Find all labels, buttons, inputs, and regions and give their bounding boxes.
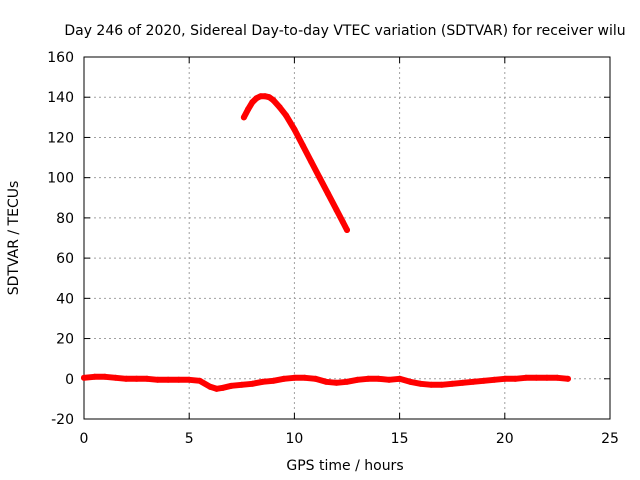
data-point-baseline: [480, 377, 487, 384]
data-point-baseline: [91, 373, 98, 380]
data-point-baseline: [270, 377, 277, 384]
data-point-baseline: [249, 380, 256, 387]
data-point-baseline: [554, 374, 561, 381]
data-point-baseline: [564, 375, 571, 382]
data-point-baseline: [470, 378, 477, 385]
x-axis-label: GPS time / hours: [286, 458, 403, 474]
data-point-baseline: [428, 381, 435, 388]
data-point-arc: [291, 126, 298, 133]
y-tick-label: 80: [56, 211, 74, 227]
x-tick-label: 15: [391, 431, 409, 447]
data-point-baseline: [291, 374, 298, 381]
data-point-baseline: [123, 375, 130, 382]
data-point-baseline: [154, 376, 161, 383]
y-tick-label: 40: [56, 291, 74, 307]
x-tick-label: 25: [601, 431, 619, 447]
data-point-arc: [339, 218, 346, 225]
data-point-arc: [344, 226, 350, 233]
data-point-baseline: [112, 374, 119, 381]
data-point-baseline: [365, 375, 372, 382]
data-point-arc: [257, 93, 264, 100]
series-line-arc: [240, 93, 350, 233]
y-tick-label: 140: [47, 90, 74, 106]
series: [81, 93, 571, 392]
data-point-baseline: [280, 375, 287, 382]
data-point-baseline: [491, 376, 498, 383]
grid: [84, 57, 610, 419]
data-point-baseline: [186, 376, 193, 383]
data-point-baseline: [165, 376, 172, 383]
data-point-arc: [299, 142, 306, 149]
data-point-arc: [276, 104, 283, 111]
data-point-baseline: [333, 379, 340, 386]
y-tick-label: 60: [56, 251, 74, 267]
y-tick-label: -20: [51, 412, 74, 428]
data-point-baseline: [438, 381, 445, 388]
data-point-baseline: [228, 382, 235, 389]
data-point-baseline: [522, 374, 529, 381]
y-axis-label: SDTVAR / TECUs: [6, 181, 22, 296]
data-point-baseline: [512, 375, 519, 382]
data-point-arc: [316, 174, 323, 181]
data-point-baseline: [375, 375, 382, 382]
x-tick-label: 20: [496, 431, 514, 447]
data-point-baseline: [102, 373, 109, 380]
data-point-baseline: [213, 385, 220, 392]
data-point-baseline: [417, 380, 424, 387]
x-tick-label: 5: [185, 431, 194, 447]
data-point-arc: [333, 206, 340, 213]
y-tick-label: 100: [47, 171, 74, 187]
data-point-arc: [308, 158, 315, 165]
data-point-arc: [266, 94, 273, 101]
data-point-baseline: [175, 376, 182, 383]
x-tick-label: 0: [80, 431, 89, 447]
y-tick-label: 120: [47, 130, 74, 146]
data-point-baseline: [207, 383, 214, 390]
data-point-baseline: [459, 379, 466, 386]
data-point-baseline: [81, 374, 87, 381]
data-point-baseline: [396, 375, 403, 382]
data-point-baseline: [386, 376, 393, 383]
y-tick-label: 0: [65, 372, 74, 388]
data-point-arc: [249, 99, 256, 106]
data-point-arc: [325, 190, 332, 197]
data-point-baseline: [312, 375, 319, 382]
data-point-arc: [270, 97, 277, 104]
data-point-baseline: [449, 380, 456, 387]
data-point-baseline: [219, 384, 226, 391]
y-tick-label: 20: [56, 332, 74, 348]
data-point-baseline: [501, 375, 508, 382]
axis-ticks: -20 0 20 40 60 80 100 120 140 160 0 5 10 15 20 25: [47, 50, 619, 447]
data-point-baseline: [301, 374, 308, 381]
data-point-baseline: [144, 375, 151, 382]
data-point-baseline: [259, 378, 266, 385]
data-point-baseline: [238, 381, 245, 388]
data-point-baseline: [354, 376, 361, 383]
data-point-baseline: [543, 374, 550, 381]
data-point-baseline: [322, 378, 329, 385]
y-tick-label: 160: [47, 50, 74, 66]
data-point-baseline: [344, 378, 350, 385]
data-point-arc: [245, 106, 252, 113]
data-point-arc: [240, 114, 247, 121]
data-point-baseline: [407, 378, 414, 385]
data-point-baseline: [196, 377, 203, 384]
x-tick-label: 10: [285, 431, 303, 447]
chart-title: Day 246 of 2020, Sidereal Day-to-day VTE…: [64, 23, 625, 39]
plot-frame: [83, 56, 611, 420]
data-point-baseline: [133, 375, 140, 382]
data-point-baseline: [533, 374, 540, 381]
data-point-arc: [282, 112, 289, 119]
